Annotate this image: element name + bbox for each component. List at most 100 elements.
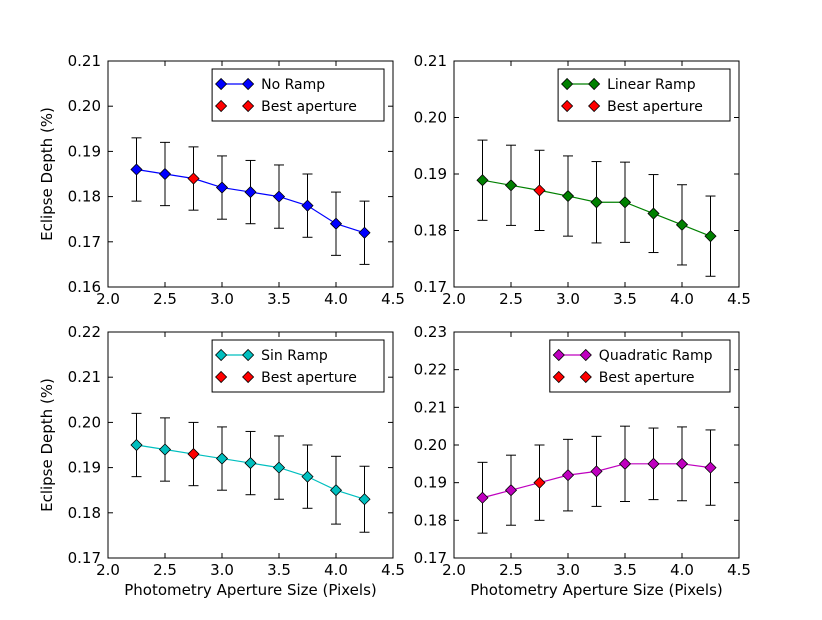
data-point <box>244 186 257 199</box>
y-tick-label: 0.19 <box>414 474 447 492</box>
y-tick-label: 0.21 <box>68 368 101 386</box>
data-point <box>272 461 286 474</box>
y-tick-label: 0.22 <box>414 361 447 379</box>
best-aperture-point <box>187 172 200 185</box>
data-point <box>618 196 632 209</box>
data-point <box>590 465 603 478</box>
x-tick-label: 2.5 <box>499 290 523 308</box>
panel-top-left: 2.0 2.5 3.0 3.5 4.0 4.5 0.16 0.17 0.18 0.19 0.20 0.… <box>38 52 405 308</box>
legend-best-marker <box>579 370 592 384</box>
legend-best-label: Best aperture <box>261 99 357 115</box>
data-point <box>329 484 343 497</box>
data-point <box>130 163 143 176</box>
legend: Quadratic Ramp Best aperture <box>549 339 731 393</box>
y-tick-label: 0.18 <box>68 188 101 206</box>
y-tick-label: 0.16 <box>68 278 101 296</box>
y-tick-label: 0.17 <box>414 278 447 296</box>
data-point <box>675 218 689 231</box>
x-tick-label: 3.5 <box>267 561 291 579</box>
x-tick-label: 2.0 <box>96 290 120 308</box>
data-point <box>704 461 717 474</box>
y-tick-label: 0.18 <box>414 511 447 529</box>
legend-series-label: Linear Ramp <box>607 77 696 93</box>
data-point <box>158 167 172 181</box>
legend-box <box>211 339 385 393</box>
data-point <box>358 493 371 506</box>
x-tick-label: 3.0 <box>210 290 234 308</box>
legend-series-marker <box>579 348 592 362</box>
plot-frame <box>453 60 740 288</box>
legend-best-label: Best aperture <box>599 370 695 386</box>
data-point <box>358 226 371 239</box>
data-point <box>476 174 489 187</box>
y-tick-label: 0.23 <box>414 323 447 341</box>
legend-best-marker <box>552 370 565 384</box>
x-tick-label: 3.0 <box>210 561 234 579</box>
best-aperture-point <box>533 184 546 197</box>
data-point <box>561 189 575 203</box>
y-tick-label: 0.19 <box>68 142 101 160</box>
data-point <box>215 452 229 465</box>
x-tick-label: 2.0 <box>442 561 466 579</box>
x-axis-label: Photometry Aperture Size (Pixels) <box>124 581 377 599</box>
legend-best-marker <box>215 370 228 384</box>
data-point <box>301 470 314 483</box>
y-tick-label: 0.21 <box>414 398 447 416</box>
x-tick-label: 4.0 <box>324 290 348 308</box>
data-point <box>130 438 143 452</box>
x-tick-label: 2.0 <box>442 290 466 308</box>
x-tick-label: 4.0 <box>324 561 348 579</box>
plot-frame <box>107 60 394 288</box>
x-tick-label: 4.5 <box>727 290 751 308</box>
y-tick-label: 0.20 <box>68 413 101 431</box>
legend-best-marker <box>561 99 574 113</box>
data-point <box>504 484 518 497</box>
x-tick-label: 3.5 <box>267 290 291 308</box>
legend-series-label: No Ramp <box>261 77 325 93</box>
legend-series-marker <box>215 77 228 91</box>
panel-top-right: 2.0 2.5 3.0 3.5 4.0 4.5 0.17 0.18 0.19 0.20 0.21 Li… <box>414 52 751 308</box>
plot-frame <box>107 331 394 559</box>
legend-series-marker <box>242 77 255 91</box>
y-tick-label: 0.18 <box>414 222 447 240</box>
x-tick-label: 4.0 <box>670 561 694 579</box>
data-point <box>158 443 172 456</box>
y-tick-label: 0.20 <box>414 436 447 454</box>
data-point <box>215 181 229 194</box>
y-axis-label: Eclipse Depth (%) <box>38 378 56 512</box>
legend-best-label: Best aperture <box>261 370 357 386</box>
x-tick-label: 3.5 <box>613 561 637 579</box>
y-tick-label: 0.17 <box>414 549 447 567</box>
best-aperture-point <box>533 476 546 489</box>
data-point <box>647 207 660 220</box>
legend-series-label: Sin Ramp <box>261 348 328 364</box>
panel-bottom-left: 2.0 2.5 3.0 3.5 4.0 4.5 0.17 0.18 0.19 0.20 0.21 0.… <box>38 323 405 599</box>
data-point <box>504 179 518 192</box>
legend-best-marker <box>242 370 255 384</box>
legend-best-label: Best aperture <box>607 99 703 115</box>
y-tick-label: 0.20 <box>68 97 101 115</box>
x-tick-label: 4.5 <box>381 561 405 579</box>
data-point <box>561 469 575 482</box>
y-tick-label: 0.21 <box>68 52 101 70</box>
legend: No Ramp Best aperture <box>211 68 385 122</box>
data-point <box>329 217 343 230</box>
legend-series-marker <box>215 348 228 362</box>
legend-series-marker <box>561 77 574 91</box>
legend-box <box>211 68 385 122</box>
y-tick-label: 0.19 <box>68 459 101 477</box>
x-tick-label: 3.0 <box>556 561 580 579</box>
legend-series-marker <box>242 348 255 362</box>
data-point <box>476 491 489 504</box>
x-tick-label: 3.0 <box>556 290 580 308</box>
best-aperture-point <box>187 447 200 461</box>
legend: Linear Ramp Best aperture <box>557 68 731 122</box>
x-tick-label: 4.5 <box>381 290 405 308</box>
y-tick-label: 0.18 <box>68 504 101 522</box>
data-point <box>675 457 689 470</box>
y-tick-label: 0.21 <box>414 52 447 70</box>
y-tick-label: 0.20 <box>414 109 447 127</box>
legend-best-marker <box>588 99 601 113</box>
y-tick-label: 0.22 <box>68 323 101 341</box>
